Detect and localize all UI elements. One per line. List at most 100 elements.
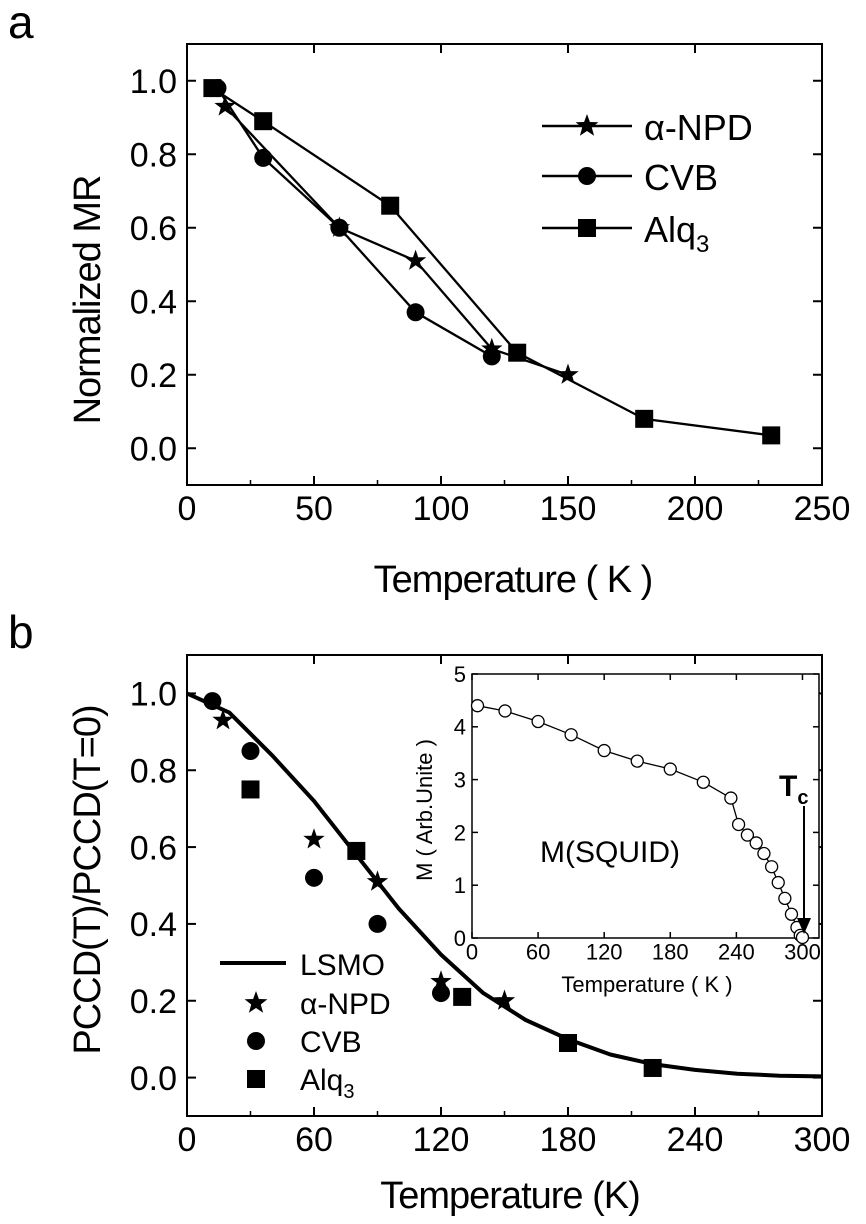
b-point-star (303, 828, 325, 849)
legend-b-square-marker (247, 1070, 265, 1088)
inset-point (749, 836, 763, 850)
inset-point (764, 860, 779, 874)
b-lsmo-curve (186, 691, 823, 1079)
b-x-tick-label: 180 (540, 1121, 597, 1159)
a-point-circle (406, 303, 425, 322)
inset-point (630, 754, 644, 768)
b-x-tick-label: 300 (794, 1121, 851, 1159)
inset-point (470, 699, 485, 713)
b-point-square (643, 1058, 662, 1077)
a-y-tick-label: 0.2 (130, 357, 177, 395)
panel-a-series (203, 79, 781, 445)
panel-b-label: b (8, 606, 34, 658)
inset-point (740, 828, 755, 842)
inset-point (531, 714, 545, 729)
a-point-star (557, 363, 579, 384)
inset-plot-frame (471, 673, 820, 939)
tc-annotation-main: T (779, 770, 797, 803)
a-point-circle (254, 148, 273, 167)
a-x-tick-label: 50 (295, 490, 333, 528)
inset-series-label: M(SQUID) (540, 836, 680, 869)
legend-a-label-alq3-sub: 3 (696, 231, 709, 258)
b-point-star (493, 989, 516, 1010)
b-point-circle (305, 868, 323, 887)
inset-point (564, 728, 578, 742)
b-point-circle (368, 914, 387, 933)
legend-b-label-cvb: CVB (300, 1026, 362, 1059)
b-point-circle (241, 742, 260, 761)
i-x-tick-label: 240 (718, 940, 755, 965)
tc-arrow-head (797, 918, 811, 934)
a-y-tick-label: 1.0 (130, 63, 177, 101)
legend-b-label-alq3-main: Alq (300, 1064, 343, 1097)
b-x-tick-label: 240 (667, 1121, 724, 1159)
inset-point (597, 743, 611, 758)
legend-b-circle-marker (247, 1032, 265, 1050)
i-y-tick-label: 5 (454, 662, 466, 687)
a-point-circle (330, 218, 349, 237)
legend-b-star-marker (244, 991, 268, 1013)
legend-a-label-alq3-main: Alq (644, 209, 696, 250)
a-point-square (254, 112, 273, 131)
a-y-tick-label: 0.4 (130, 283, 177, 321)
b-point-star (430, 970, 452, 991)
legend-b-label-alq3-sub: 3 (343, 1081, 354, 1103)
a-point-square (635, 409, 654, 428)
b-y-tick-label: 0.2 (130, 983, 177, 1021)
panel-b-y-axis-label: PCCD(T)/PCCD(T=0) (67, 705, 109, 1054)
i-y-tick-label: 2 (454, 820, 466, 845)
legend-a-circle-marker (578, 167, 596, 185)
i-y-tick-label: 4 (454, 715, 466, 740)
panel-b-x-axis-label: Temperature (K) (380, 1175, 640, 1217)
legend-b-label-alq3: Alq3 (300, 1064, 354, 1103)
panel-b: b 0.00.20.40.60.81.0 0 60 120 180 240 300 PCC… (8, 606, 850, 1217)
tc-annotation-sub: c (797, 787, 808, 809)
inset-point (795, 930, 810, 945)
b-y-tick-label: 0.0 (130, 1060, 177, 1098)
legend-a-square-marker (578, 219, 596, 237)
tc-annotation: Tc (779, 770, 808, 809)
a-x-tick-label: 200 (667, 490, 724, 528)
inset-y-axis-label: M ( Arb.Unite ) (412, 739, 437, 881)
panel-b-series (186, 691, 823, 1079)
b-point-star (212, 709, 234, 730)
b-y-tick-label: 1.0 (130, 676, 177, 714)
b-y-tick-label: 0.8 (130, 752, 177, 790)
panel-a-y-axis-label: Normalized MR (67, 176, 109, 425)
a-point-square (203, 79, 222, 98)
inset-point (771, 875, 785, 890)
i-y-tick-label: 1 (454, 873, 466, 898)
legend-b-label-alpha-npd: α-NPD (300, 988, 391, 1021)
b-x-tick-label: 120 (413, 1121, 470, 1159)
inset-point (778, 891, 792, 906)
inset-point (696, 775, 710, 789)
inset-x-axis-label: Temperature ( K ) (561, 972, 732, 997)
panel-a-y-ticks: 0.0 0.2 0.4 0.6 0.8 1.0 (130, 63, 822, 468)
i-x-tick-label: 120 (586, 940, 623, 965)
a-point-circle (482, 347, 501, 366)
inset-x-ticks: 0 60 120 180 240 300 (466, 674, 821, 965)
b-y-tick-label: 0.4 (130, 906, 177, 944)
panel-a-x-ticks: 0 50 100 150 200 250 (178, 44, 851, 528)
a-y-tick-label: 0.0 (130, 430, 177, 468)
inset-point (784, 907, 799, 921)
a-point-square (381, 196, 400, 215)
i-x-tick-label: 60 (526, 940, 550, 965)
a-point-star (214, 95, 236, 116)
i-y-tick-label: 0 (454, 926, 466, 951)
legend-a-label-cvb: CVB (644, 157, 718, 198)
a-series-line-0 (224, 105, 569, 376)
a-x-tick-label: 150 (540, 490, 597, 528)
panel-a-legend: α-NPD CVB Alq3 (542, 107, 753, 258)
inset-point (663, 762, 677, 776)
a-point-star (404, 249, 427, 270)
i-y-tick-label: 3 (454, 768, 466, 793)
panel-a-x-axis-label: Temperature ( K ) (374, 559, 653, 601)
b-point-square (241, 780, 260, 799)
a-point-square (508, 343, 527, 362)
inset-point (724, 791, 738, 805)
panel-b-legend: LSMO α-NPD CVB Alq3 (220, 949, 391, 1103)
a-x-tick-label: 250 (794, 490, 851, 528)
